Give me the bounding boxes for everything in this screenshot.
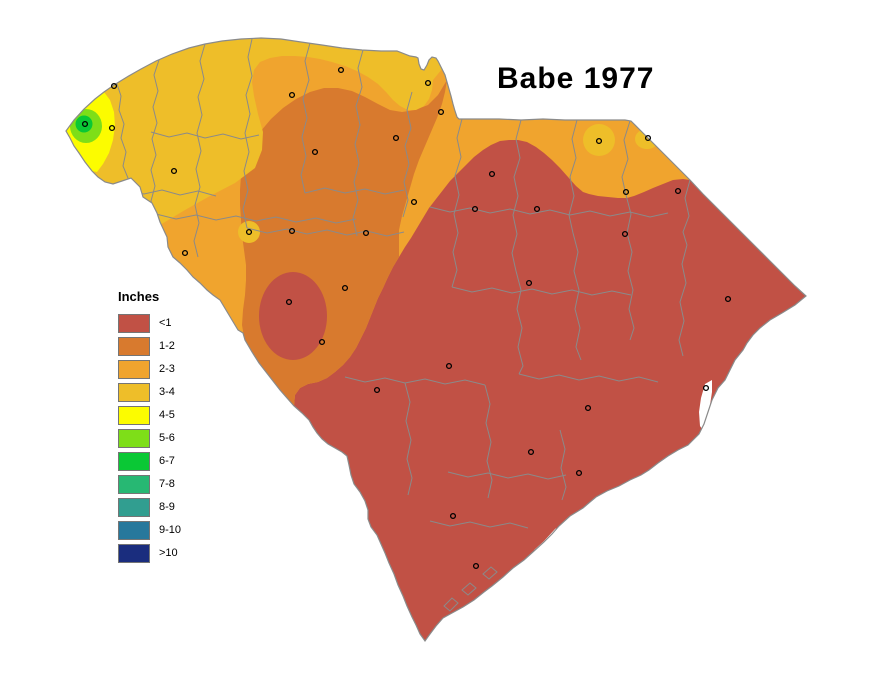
legend-swatch — [118, 497, 150, 517]
band-3-4-bullseye-west — [238, 221, 260, 243]
station-dot — [288, 227, 296, 235]
legend-label: 8-9 — [159, 501, 175, 513]
station-dot — [527, 448, 535, 456]
station-dot — [622, 188, 630, 196]
legend-swatch — [118, 359, 150, 379]
station-dots — [81, 66, 732, 570]
legend-item: 9-10 — [118, 520, 181, 540]
station-dot — [311, 148, 319, 156]
station-dot — [595, 137, 603, 145]
station-dot — [674, 187, 682, 195]
legend-item: 4-5 — [118, 405, 181, 425]
legend-label: 1-2 — [159, 340, 175, 352]
legend-item: <1 — [118, 313, 181, 333]
legend-swatch — [118, 474, 150, 494]
station-dot — [318, 338, 326, 346]
station-dot — [410, 198, 418, 206]
station-dot — [110, 82, 118, 90]
legend-swatch — [118, 313, 150, 333]
station-dot — [584, 404, 592, 412]
station-dot — [373, 386, 381, 394]
legend-items: <1 1-2 2-3 3-4 4-5 5-6 6-7 7-8 8-9 9-10 >10 — [118, 313, 181, 563]
station-dot — [449, 512, 457, 520]
station-dot — [392, 134, 400, 142]
legend-label: 2-3 — [159, 363, 175, 375]
legend-swatch — [118, 405, 150, 425]
station-dot — [341, 284, 349, 292]
station-dot — [644, 134, 652, 142]
legend-label: 4-5 — [159, 409, 175, 421]
legend-label: 9-10 — [159, 524, 182, 536]
legend-swatch — [118, 336, 150, 356]
station-dot — [575, 469, 583, 477]
legend-label: <1 — [159, 317, 172, 329]
legend-item: 2-3 — [118, 359, 181, 379]
legend-swatch — [118, 428, 150, 448]
station-dot — [488, 170, 496, 178]
legend-item: 8-9 — [118, 497, 181, 517]
legend-swatch — [118, 543, 150, 563]
legend-item: 7-8 — [118, 474, 181, 494]
station-dot — [170, 167, 178, 175]
station-dot — [445, 362, 453, 370]
station-dot — [81, 120, 89, 128]
station-dot — [108, 124, 116, 132]
station-dot — [288, 91, 296, 99]
station-dot — [525, 279, 533, 287]
legend-label: 5-6 — [159, 432, 175, 444]
legend-label: 3-4 — [159, 386, 175, 398]
legend: Inches <1 1-2 2-3 3-4 4-5 5-6 6-7 7-8 8-9 9-10 >10 — [118, 289, 181, 566]
coastal-inlets — [534, 380, 712, 550]
station-dot — [362, 229, 370, 237]
map-title: Babe 1977 — [497, 62, 655, 95]
station-dot — [337, 66, 345, 74]
legend-swatch — [118, 382, 150, 402]
station-dot — [181, 249, 189, 257]
state-outline — [65, 37, 807, 643]
legend-item: 6-7 — [118, 451, 181, 471]
station-dot — [724, 295, 732, 303]
station-dot — [702, 384, 710, 392]
band-under-1-blob-west — [259, 272, 327, 360]
station-dot — [424, 79, 432, 87]
band-3-4-region — [66, 38, 442, 237]
legend-swatch — [118, 520, 150, 540]
station-dot — [471, 205, 479, 213]
station-dot — [472, 562, 480, 570]
station-dot — [621, 230, 629, 238]
station-dot — [285, 298, 293, 306]
station-dot — [437, 108, 445, 116]
station-dot — [533, 205, 541, 213]
legend-title: Inches — [118, 289, 160, 304]
band-6-7-bullseye — [75, 115, 93, 133]
legend-label: 6-7 — [159, 455, 175, 467]
legend-item: >10 — [118, 543, 181, 563]
band-3-4-bullseye-north — [583, 124, 615, 156]
station-dot — [245, 228, 253, 236]
legend-item: 5-6 — [118, 428, 181, 448]
sea-islands — [443, 566, 498, 612]
legend-item: 3-4 — [118, 382, 181, 402]
legend-swatch — [118, 451, 150, 471]
legend-label: 7-8 — [159, 478, 175, 490]
legend-item: 1-2 — [118, 336, 181, 356]
legend-label: >10 — [159, 547, 178, 559]
